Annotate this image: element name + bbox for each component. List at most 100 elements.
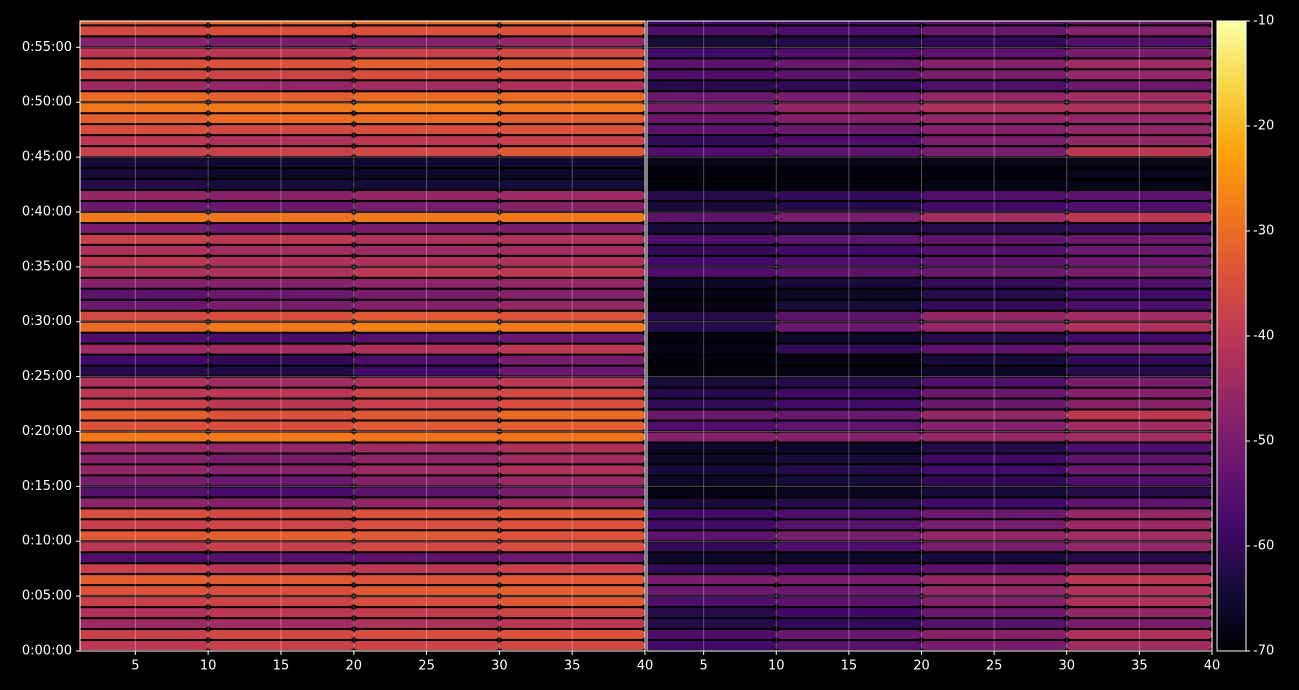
heatmap-cell xyxy=(80,114,209,124)
heatmap-cell xyxy=(80,465,209,475)
heatmap-cell xyxy=(208,630,354,640)
colorbar-segment xyxy=(1217,31,1246,38)
colorbar-segment xyxy=(1217,78,1246,85)
heatmap-cell xyxy=(1066,267,1212,277)
colorbar-segment xyxy=(1217,446,1246,452)
heatmap-cell xyxy=(776,234,922,244)
heatmap-cell xyxy=(80,553,209,563)
colorbar-segment xyxy=(1217,399,1246,405)
colorbar-segment xyxy=(1217,73,1246,80)
colorbar-segment xyxy=(1217,99,1246,106)
y-tick-label: 0:20:00 xyxy=(22,424,72,439)
heatmap-cell xyxy=(647,245,777,255)
colorbar-segment xyxy=(1217,572,1246,578)
heatmap-cell xyxy=(499,21,645,25)
heatmap-cell xyxy=(647,289,777,299)
heatmap-cell xyxy=(1066,586,1212,596)
heatmap-cell xyxy=(499,92,645,102)
heatmap-cell xyxy=(647,125,777,135)
heatmap-cell xyxy=(208,509,354,519)
heatmap-cell xyxy=(921,278,1067,288)
heatmap-cell xyxy=(208,344,354,354)
heatmap-cell xyxy=(921,158,1067,168)
colorbar-segment xyxy=(1217,441,1246,447)
heatmap-cell xyxy=(353,355,500,365)
colorbar-segment xyxy=(1217,388,1246,395)
heatmap-cell xyxy=(80,212,209,222)
heatmap-cell xyxy=(1066,509,1212,519)
heatmap-cell xyxy=(80,158,209,168)
colorbar-segment xyxy=(1217,57,1246,64)
colorbar-segment xyxy=(1217,357,1246,363)
heatmap-cell xyxy=(80,289,209,299)
colorbar-segment xyxy=(1217,519,1246,526)
heatmap-cell xyxy=(776,267,922,277)
heatmap-cell xyxy=(499,619,645,629)
x-tick-label: 25 xyxy=(986,659,1003,674)
heatmap-cell xyxy=(647,520,777,530)
heatmap-cell xyxy=(1066,256,1212,266)
y-tick-label: 0:45:00 xyxy=(22,150,72,165)
heatmap-cell xyxy=(208,278,354,288)
heatmap-cell xyxy=(1066,59,1212,69)
heatmap-cell xyxy=(921,92,1067,102)
heatmap-cell xyxy=(776,92,922,102)
heatmap-cell xyxy=(80,147,209,157)
colorbar-segment xyxy=(1217,535,1246,542)
heatmap-cell xyxy=(647,81,777,91)
heatmap-cell xyxy=(776,59,922,69)
colorbar-segment xyxy=(1217,477,1246,484)
colorbar-tick-label: -60 xyxy=(1253,539,1274,554)
heatmap-cell xyxy=(80,125,209,135)
axes-frame xyxy=(646,20,1213,652)
colorbar-segment xyxy=(1217,36,1246,43)
heatmap-cell xyxy=(499,136,645,146)
heatmap-cell xyxy=(80,103,209,113)
heatmap-cell xyxy=(80,388,209,398)
heatmap-cell xyxy=(208,465,354,475)
heatmap-cell xyxy=(776,180,922,190)
heatmap-cell xyxy=(1066,476,1212,486)
colorbar-segment xyxy=(1217,420,1246,426)
heatmap-cell xyxy=(921,311,1067,321)
heatmap-cell xyxy=(208,70,354,80)
heatmap-cell xyxy=(80,476,209,486)
heatmap-cell xyxy=(921,147,1067,157)
heatmap-cell xyxy=(80,322,209,332)
heatmap-cell xyxy=(353,509,500,519)
colorbar-segment xyxy=(1217,372,1246,379)
heatmap-cell xyxy=(353,520,500,530)
heatmap-cell xyxy=(353,333,500,343)
heatmap-cell xyxy=(1066,48,1212,58)
heatmap-cell xyxy=(208,37,354,47)
heatmap-cell xyxy=(647,366,777,376)
heatmap-cell xyxy=(921,520,1067,530)
heatmap-cell xyxy=(921,344,1067,354)
heatmap-cell xyxy=(353,619,500,629)
colorbar-segment xyxy=(1217,456,1246,463)
heatmap-cell xyxy=(208,399,354,409)
heatmap-cell xyxy=(921,267,1067,277)
heatmap-cell xyxy=(208,520,354,530)
heatmap-cell xyxy=(1066,531,1212,541)
heatmap-cell xyxy=(776,136,922,146)
heatmap-cell xyxy=(1066,125,1212,135)
heatmap-cell xyxy=(80,59,209,69)
heatmap-cell xyxy=(1066,630,1212,640)
heatmap-cell xyxy=(353,586,500,596)
heatmap-cell xyxy=(776,311,922,321)
colorbar-segment xyxy=(1217,546,1246,552)
heatmap-cell xyxy=(80,377,209,387)
heatmap-cell xyxy=(80,520,209,530)
colorbar-segment xyxy=(1217,199,1246,206)
heatmap-cell xyxy=(353,641,500,650)
heatmap-cell xyxy=(1066,553,1212,563)
heatmap-cell xyxy=(921,202,1067,211)
colorbar-segment xyxy=(1217,336,1246,342)
heatmap-cell xyxy=(776,300,922,310)
heatmap-cell xyxy=(499,311,645,321)
heatmap-cell xyxy=(208,114,354,124)
colorbar-tick-label: -70 xyxy=(1253,644,1274,659)
heatmap-cell xyxy=(1066,180,1212,190)
heatmap-cell xyxy=(776,245,922,255)
